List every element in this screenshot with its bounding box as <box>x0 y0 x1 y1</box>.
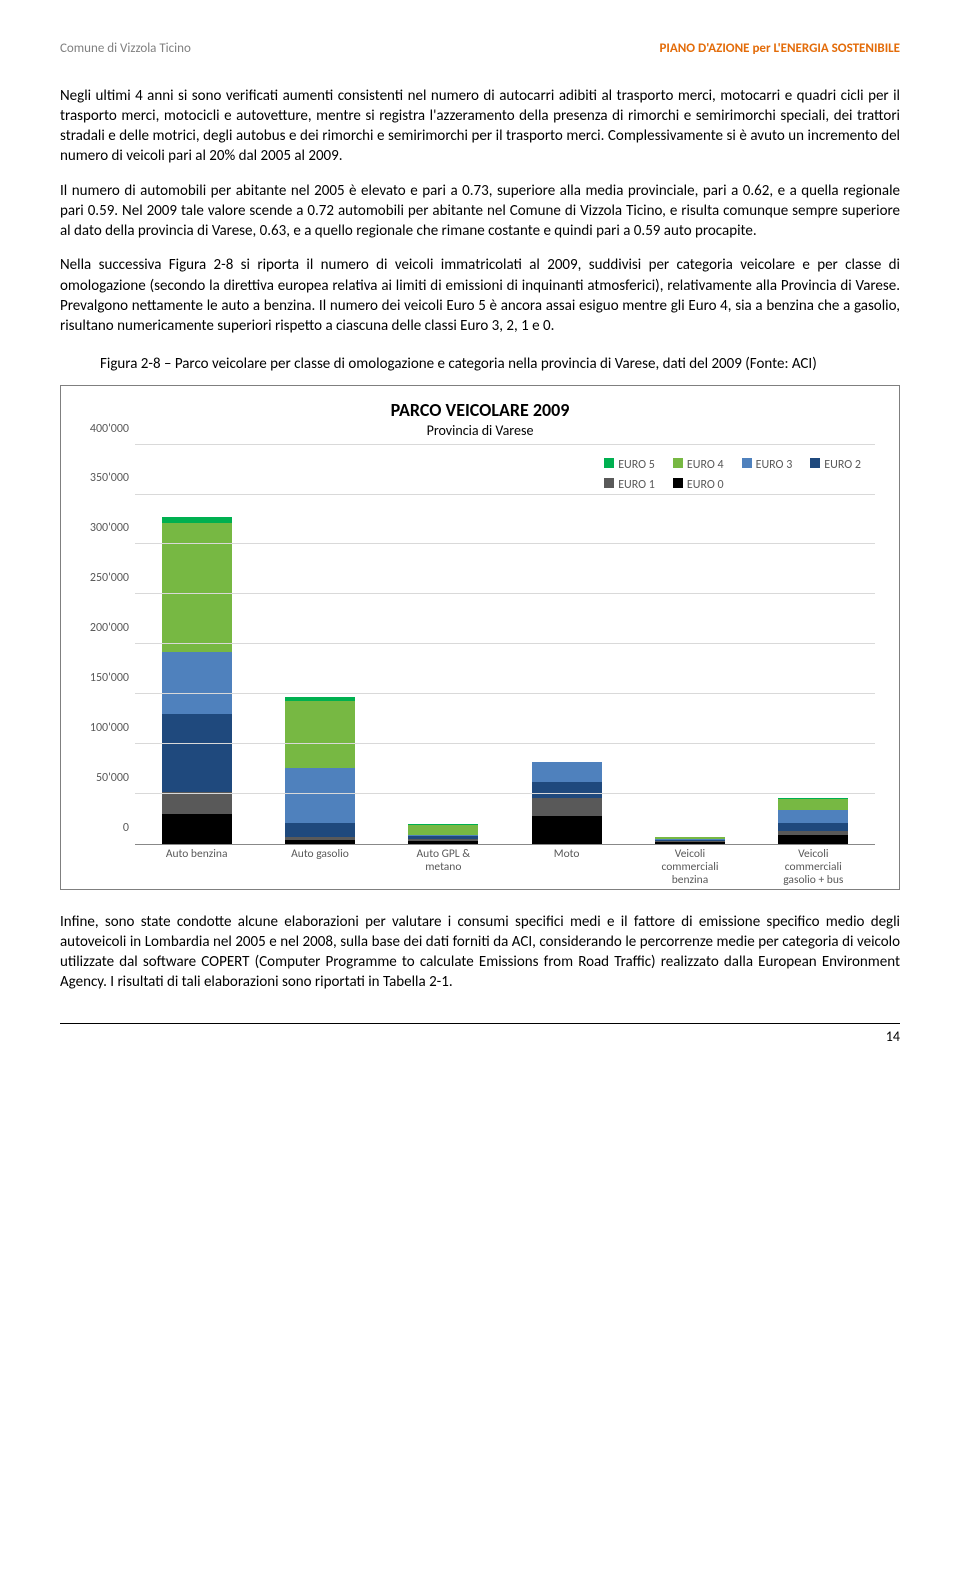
chart-subtitle: Provincia di Varese <box>75 422 885 441</box>
y-tick-label: 300'000 <box>75 520 129 536</box>
header-left: Comune di Vizzola Ticino <box>60 40 191 58</box>
legend-label: EURO 1 <box>604 477 655 493</box>
bar-column <box>778 445 848 844</box>
legend-swatch <box>673 458 683 468</box>
bar-segment <box>778 810 848 823</box>
gridline <box>135 693 875 694</box>
x-axis-labels: Auto benzina Auto gasolio Auto GPL & metan… <box>135 845 875 875</box>
chart-container: PARCO VEICOLARE 2009 Provincia di Varese… <box>60 385 900 890</box>
bar-segment <box>655 842 725 844</box>
chart-title: PARCO VEICOLARE 2009 <box>75 398 885 422</box>
bar-segment <box>285 768 355 823</box>
bar-column <box>408 445 478 844</box>
gridline <box>135 444 875 445</box>
y-tick-label: 250'000 <box>75 570 129 586</box>
bar-column <box>655 445 725 844</box>
bar-segment <box>285 823 355 837</box>
x-tick-label: Veicoli commerciali benzina <box>645 845 735 875</box>
gridline <box>135 593 875 594</box>
legend-label: EURO 0 <box>673 477 724 493</box>
chart-area: EURO 5EURO 4EURO 3EURO 2EURO 1EURO 0 050… <box>135 445 875 875</box>
gridline <box>135 793 875 794</box>
x-tick-label: Moto <box>522 845 612 875</box>
bar-segment <box>532 816 602 844</box>
y-tick-label: 350'000 <box>75 470 129 486</box>
legend-swatch <box>604 458 614 468</box>
bar-segment <box>162 792 232 814</box>
chart-legend: EURO 5 EURO 4 EURO 3 EURO 2 EURO 1 EURO 0 <box>600 453 865 497</box>
bars-row <box>135 445 875 844</box>
gridline <box>135 743 875 744</box>
legend-label: EURO 4 <box>673 457 724 473</box>
legend-label: EURO 5 <box>604 457 655 473</box>
legend-label: EURO 2 <box>810 457 861 473</box>
gridline <box>135 494 875 495</box>
bar-segment <box>778 835 848 844</box>
y-tick-label: 50'000 <box>75 770 129 786</box>
bar-segment <box>162 814 232 844</box>
y-tick-label: 100'000 <box>75 720 129 736</box>
legend-label: EURO 3 <box>742 457 793 473</box>
paragraph-1: Negli ultimi 4 anni si sono verificati a… <box>60 86 900 167</box>
bar-segment <box>162 652 232 714</box>
bar-segment <box>532 798 602 816</box>
x-tick-label: Auto benzina <box>152 845 242 875</box>
header-right: PIANO D'AZIONE per L'ENERGIA SOSTENIBILE <box>659 40 900 58</box>
bar-segment <box>162 714 232 792</box>
paragraph-3: Nella successiva Figura 2-8 si riporta i… <box>60 255 900 336</box>
bar-column <box>285 445 355 844</box>
x-tick-label: Auto gasolio <box>275 845 365 875</box>
x-tick-label: Auto GPL & metano <box>398 845 488 875</box>
bar-segment <box>285 840 355 843</box>
x-tick-label: Veicoli commerciali gasolio + bus <box>768 845 858 875</box>
chart-plot: EURO 5EURO 4EURO 3EURO 2EURO 1EURO 0 050… <box>135 445 875 845</box>
page-number: 14 <box>60 1028 900 1047</box>
bar-segment <box>408 825 478 835</box>
legend-swatch <box>604 478 614 488</box>
legend-swatch <box>673 478 683 488</box>
y-tick-label: 150'000 <box>75 670 129 686</box>
bar-segment <box>778 823 848 831</box>
paragraph-4: Infine, sono state condotte alcune elabo… <box>60 912 900 993</box>
bar-segment <box>285 701 355 769</box>
bar-segment <box>162 523 232 653</box>
y-tick-label: 0 <box>75 819 129 835</box>
figure-caption: Figura 2-8 – Parco veicolare per classe … <box>100 354 900 374</box>
bar-column <box>162 445 232 844</box>
y-tick-label: 200'000 <box>75 620 129 636</box>
bar-column <box>532 445 602 844</box>
paragraph-2: Il numero di automobili per abitante nel… <box>60 181 900 242</box>
bar-segment <box>532 762 602 782</box>
gridline <box>135 643 875 644</box>
bar-segment <box>778 799 848 810</box>
gridline <box>135 543 875 544</box>
bar-segment <box>408 841 478 844</box>
legend-swatch <box>742 458 752 468</box>
page-header: Comune di Vizzola Ticino PIANO D'AZIONE … <box>60 40 900 58</box>
legend-swatch <box>810 458 820 468</box>
footer-rule <box>60 1023 900 1024</box>
bar-segment <box>532 782 602 798</box>
y-tick-label: 400'000 <box>75 420 129 436</box>
